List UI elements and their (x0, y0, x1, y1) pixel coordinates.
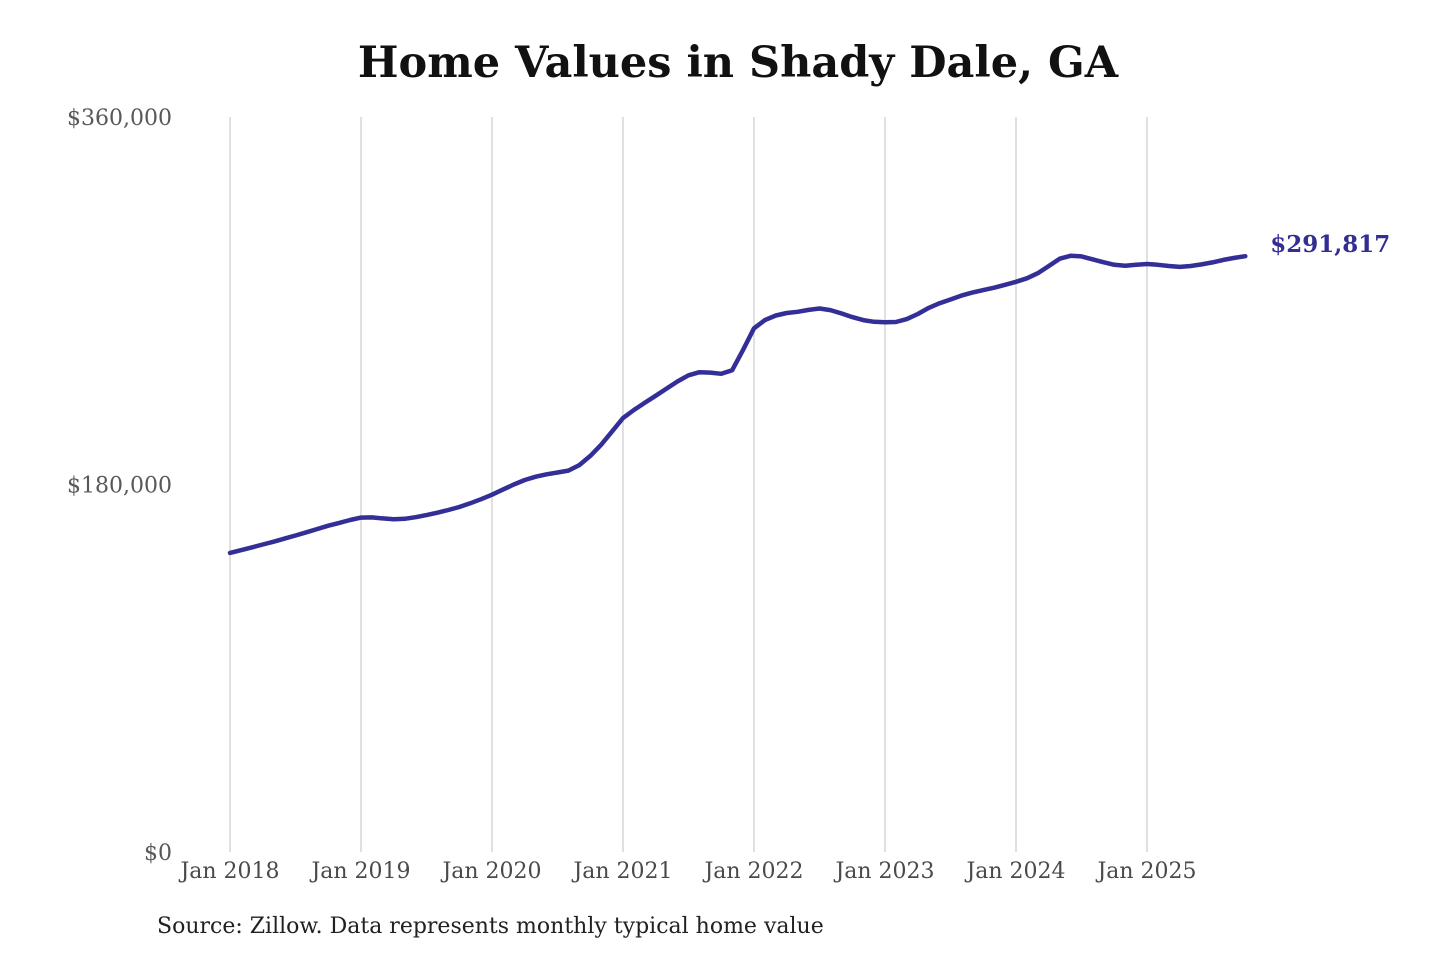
y-tick-label: $180,000 (67, 474, 172, 499)
home-value-line (227, 253, 1248, 556)
x-tick-label: Jan 2021 (571, 859, 672, 884)
y-tick-label: $360,000 (67, 106, 172, 131)
x-tick-label: Jan 2019 (309, 859, 410, 884)
chart-title: Home Values in Shady Dale, GA (357, 38, 1119, 88)
source-note: Source: Zillow. Data represents monthly … (157, 914, 824, 939)
x-tick-label: Jan 2020 (440, 859, 541, 884)
y-tick-label: $0 (144, 841, 172, 866)
x-tick-label: Jan 2022 (702, 859, 803, 884)
end-value-label: $291,817 (1270, 231, 1390, 258)
x-tick-label: Jan 2024 (964, 859, 1065, 884)
x-tick-label: Jan 2023 (833, 859, 934, 884)
x-tick-label: Jan 2018 (178, 859, 279, 884)
x-tick-label: Jan 2025 (1095, 859, 1196, 884)
